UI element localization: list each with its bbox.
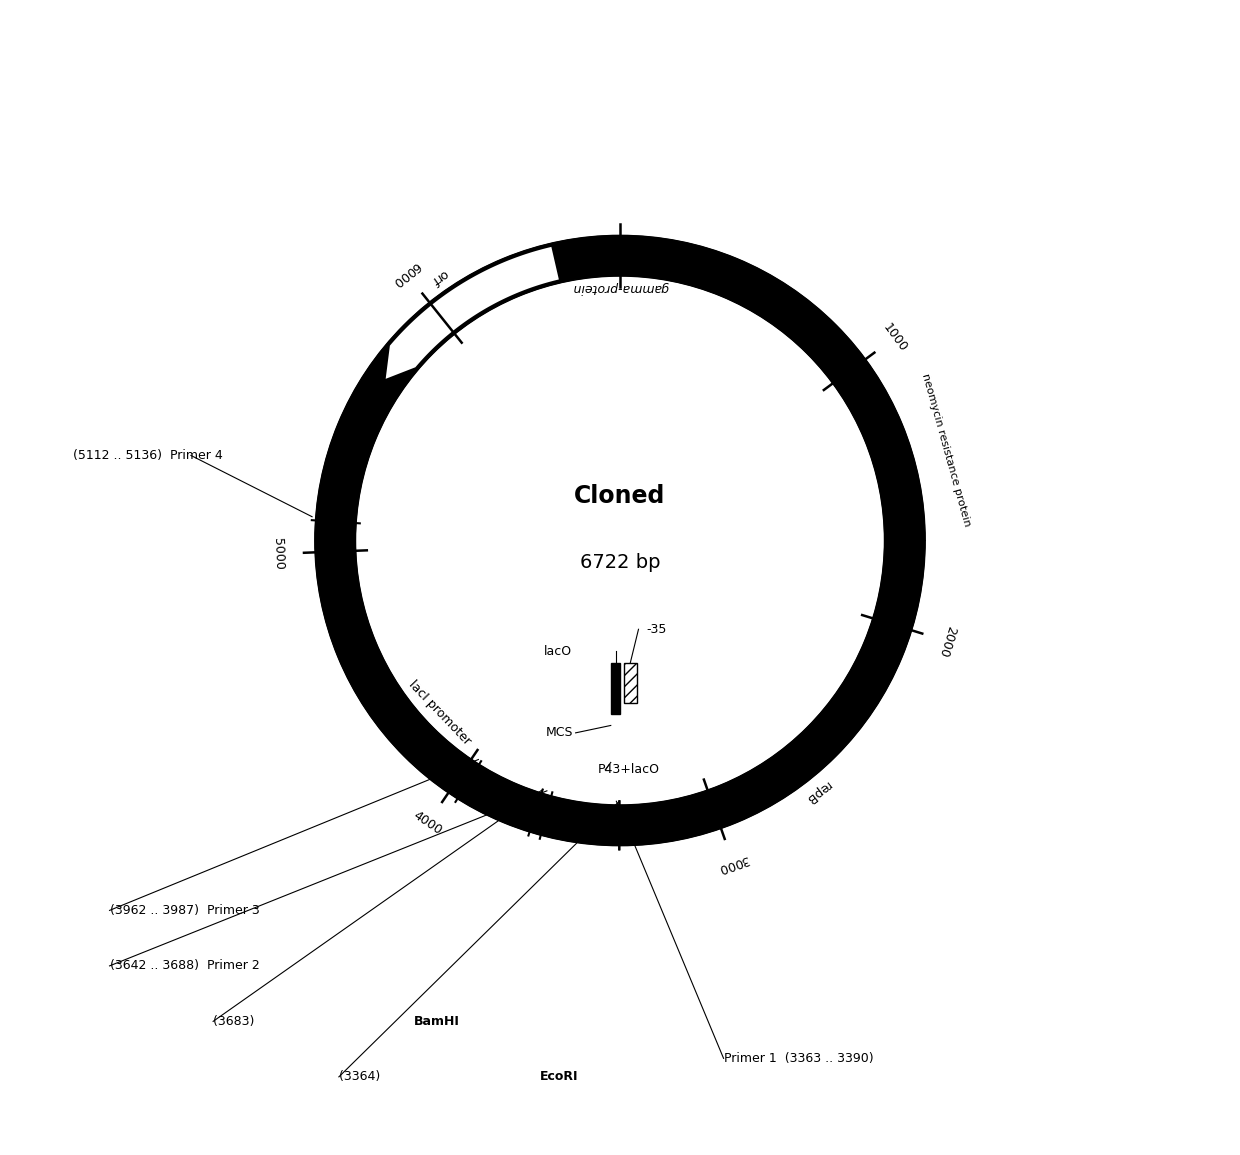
Text: Primer 1  (3363 .. 3390): Primer 1 (3363 .. 3390)	[724, 1052, 873, 1065]
Text: 4000: 4000	[410, 810, 444, 837]
Text: (5112 .. 5136)  Primer 4: (5112 .. 5136) Primer 4	[73, 449, 222, 462]
Text: Cloned: Cloned	[574, 484, 666, 508]
Text: lacO: lacO	[544, 644, 572, 658]
Text: neomycin resistance protein: neomycin resistance protein	[920, 372, 972, 528]
Text: (3683): (3683)	[213, 1015, 263, 1028]
Polygon shape	[697, 685, 866, 830]
Text: gamma-protein: gamma-protein	[572, 281, 668, 293]
Text: 5000: 5000	[272, 537, 285, 571]
Text: BamHI: BamHI	[414, 1015, 460, 1028]
Polygon shape	[516, 798, 649, 843]
Polygon shape	[384, 246, 560, 380]
Polygon shape	[591, 238, 722, 283]
Text: repB: repB	[802, 778, 833, 806]
Text: lacI promoter: lacI promoter	[405, 678, 474, 747]
Text: 3000: 3000	[715, 852, 750, 874]
Text: orf: orf	[429, 266, 450, 286]
Text: (3364): (3364)	[339, 1071, 388, 1083]
Text: EcoRI: EcoRI	[541, 1071, 579, 1083]
Polygon shape	[317, 501, 370, 666]
Text: lacI: lacI	[337, 575, 351, 596]
Text: 2000: 2000	[936, 624, 959, 658]
Text: P43+lacO: P43+lacO	[598, 763, 660, 776]
Text: 1000: 1000	[880, 321, 910, 353]
Text: -35: -35	[646, 623, 666, 635]
Text: MCS: MCS	[546, 726, 574, 739]
Bar	[611, 663, 620, 714]
Polygon shape	[779, 297, 923, 649]
Text: (3642 .. 3688)  Primer 2: (3642 .. 3688) Primer 2	[109, 960, 259, 973]
Text: (3962 .. 3987)  Primer 3: (3962 .. 3987) Primer 3	[109, 904, 259, 917]
Bar	[624, 663, 636, 703]
Text: 6722 bp: 6722 bp	[580, 553, 660, 572]
Polygon shape	[366, 685, 455, 773]
Text: 6000: 6000	[389, 259, 423, 289]
